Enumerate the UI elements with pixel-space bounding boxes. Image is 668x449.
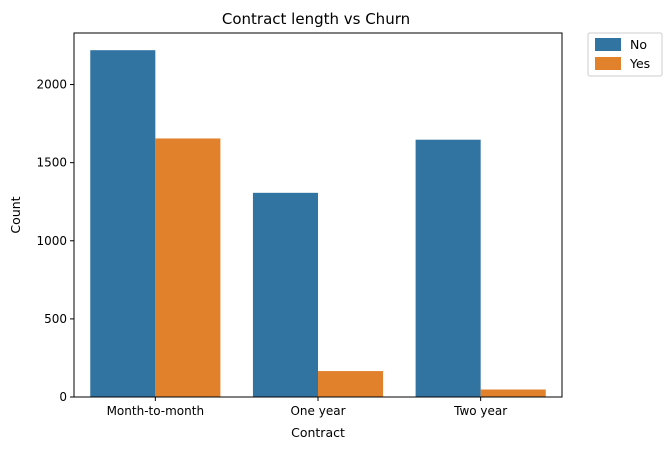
y-tick-label: 1000	[36, 234, 67, 248]
bar-no-month-to-month	[90, 50, 156, 398]
legend: No Yes	[587, 32, 663, 77]
bar-yes-one-year	[318, 371, 384, 397]
x-tick-label: One year	[290, 404, 345, 418]
y-tick-label: 1500	[36, 156, 67, 170]
x-tick-label: Month-to-month	[107, 404, 205, 418]
bars-layer	[90, 50, 546, 398]
y-axis-label: Count	[8, 196, 23, 233]
y-tick-label: 0	[59, 390, 67, 404]
y-tick-label: 2000	[36, 78, 67, 92]
x-axis-ticks: Month-to-month One year Two year	[107, 397, 507, 418]
y-tick-label: 500	[44, 312, 67, 326]
x-axis-label: Contract	[291, 425, 345, 440]
legend-swatch-yes	[595, 57, 621, 70]
y-axis-ticks: 0 500 1000 1500 2000	[36, 78, 74, 404]
bar-no-one-year	[252, 192, 318, 397]
x-tick-label: Two year	[453, 404, 507, 418]
bar-no-two-year	[415, 139, 481, 397]
legend-label-no: No	[630, 37, 647, 52]
legend-label-yes: Yes	[629, 56, 650, 71]
bar-yes-two-year	[480, 389, 546, 397]
chart-title: Contract length vs Churn	[222, 10, 410, 28]
legend-swatch-no	[595, 38, 621, 51]
bar-yes-month-to-month	[155, 138, 221, 398]
